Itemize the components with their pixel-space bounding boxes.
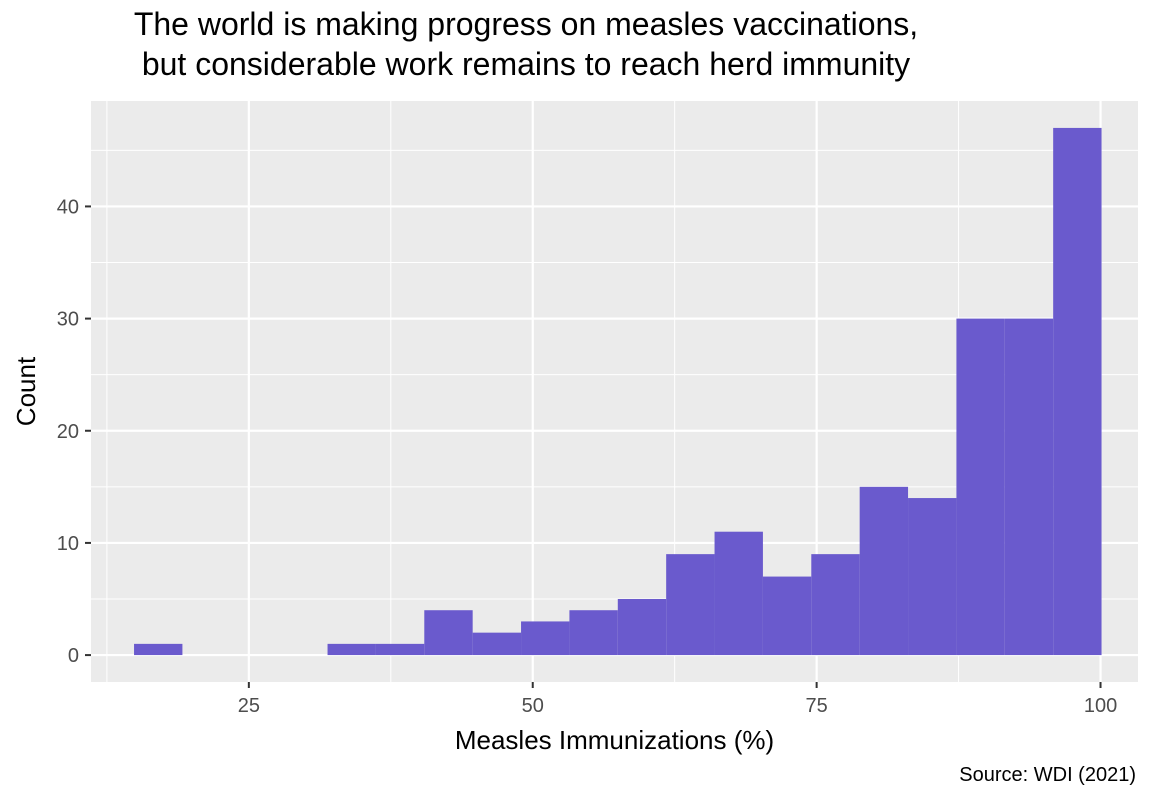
- histogram-bar: [424, 610, 473, 656]
- y-axis: 0 10 20 30 40: [57, 196, 91, 667]
- x-axis-label: Measles Immunizations (%): [455, 725, 774, 755]
- histogram-bar: [908, 498, 957, 656]
- y-axis-label: Count: [11, 356, 41, 426]
- y-tick-label: 20: [57, 421, 79, 443]
- y-tick-label: 40: [57, 196, 79, 218]
- y-tick-label: 30: [57, 309, 79, 331]
- histogram-bar: [521, 621, 570, 656]
- y-tick-label: 10: [57, 533, 79, 555]
- y-tick-label: 0: [68, 645, 79, 667]
- histogram-bar: [666, 554, 715, 656]
- histogram-bar: [956, 318, 1005, 656]
- histogram-bar: [472, 632, 522, 656]
- histogram-bar: [1053, 127, 1102, 656]
- x-tick-label: 75: [806, 695, 828, 717]
- source-caption: Source: WDI (2021): [959, 764, 1136, 786]
- histogram-bar: [762, 576, 812, 656]
- histogram-bar: [327, 643, 376, 656]
- chart-title-line-1: The world is making progress on measles …: [133, 6, 919, 42]
- histogram-bar: [1004, 318, 1054, 656]
- x-tick-label: 100: [1084, 695, 1117, 717]
- x-tick-label: 50: [522, 695, 544, 717]
- histogram-bar: [569, 610, 618, 656]
- x-axis: 25 50 75 100: [238, 682, 1117, 717]
- chart-title-line-2: but considerable work remains to reach h…: [141, 46, 911, 82]
- histogram-bar: [811, 554, 860, 656]
- x-tick-label: 25: [238, 695, 260, 717]
- histogram-bar: [714, 531, 763, 656]
- histogram-bar: [859, 486, 909, 656]
- histogram-bar: [134, 643, 183, 656]
- histogram-bar: [375, 643, 425, 656]
- histogram-bars: [134, 127, 1102, 656]
- histogram-bar: [617, 599, 667, 656]
